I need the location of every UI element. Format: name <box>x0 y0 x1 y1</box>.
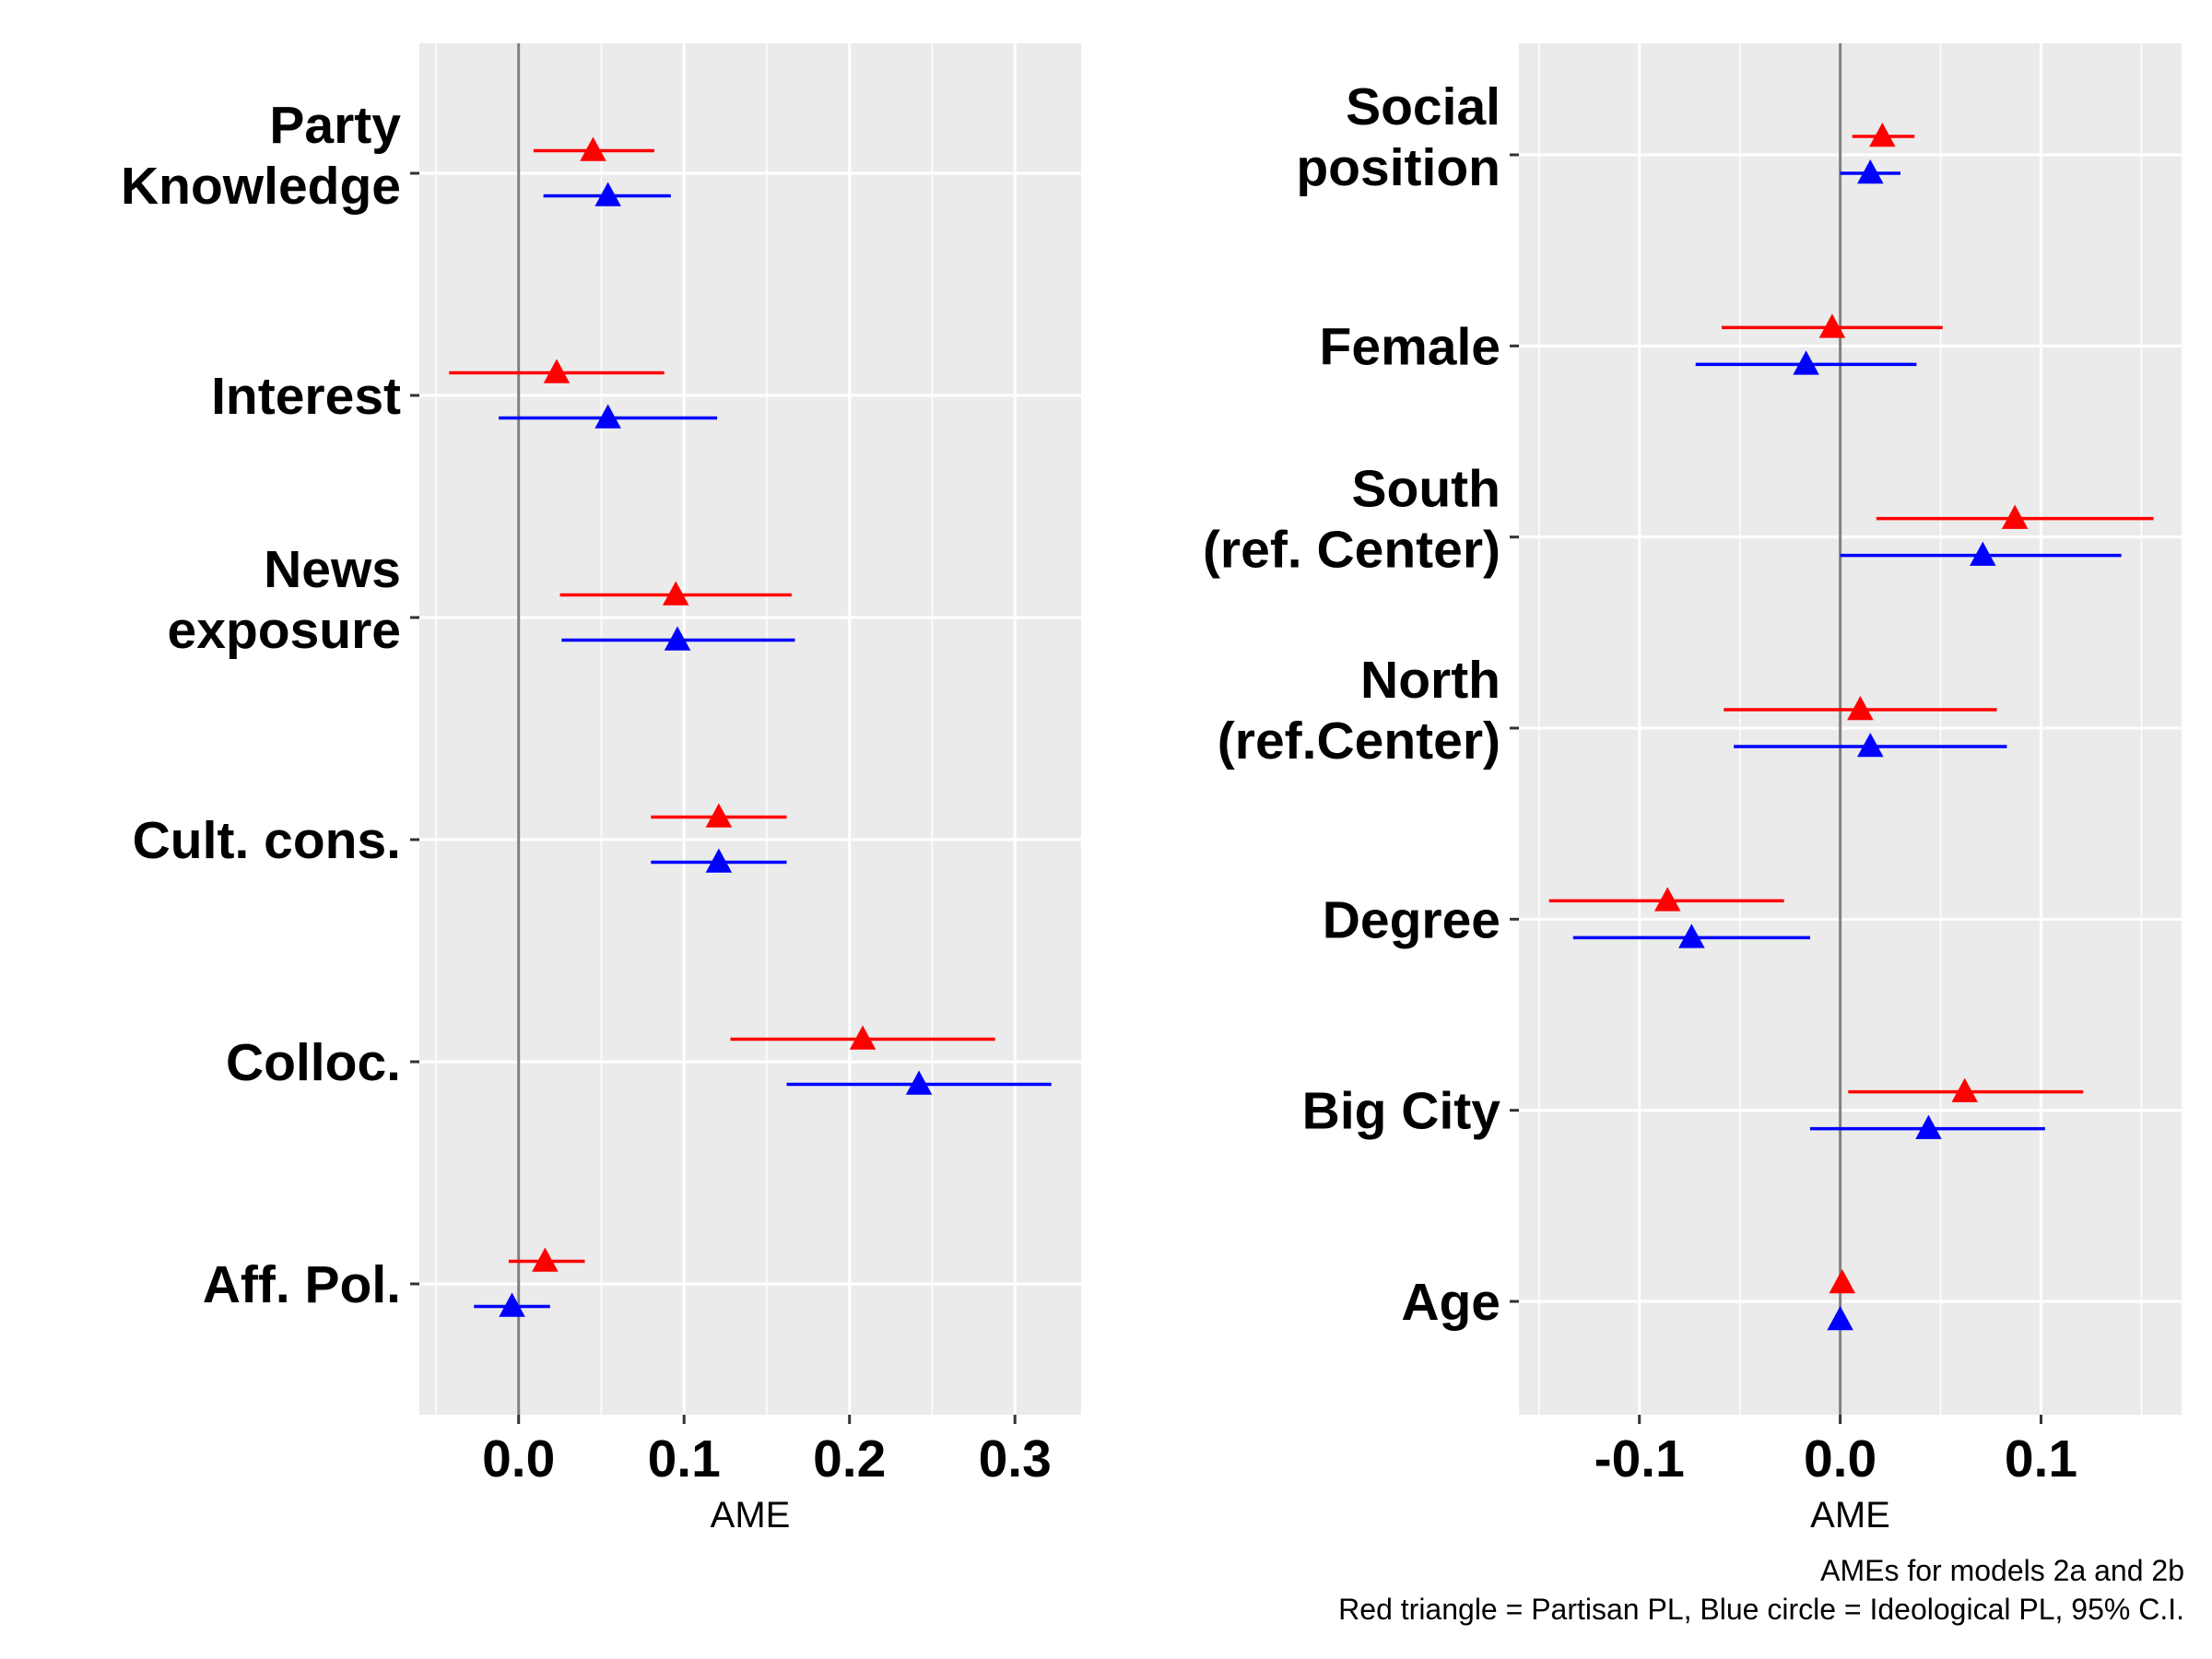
point-marker <box>1847 696 1874 721</box>
y-tick-label: News <box>264 540 401 599</box>
point-marker <box>1827 1306 1853 1331</box>
x-axis-title: AME <box>711 1495 791 1535</box>
point-marker <box>543 359 571 383</box>
point-marker <box>580 136 606 161</box>
point-marker <box>594 182 621 206</box>
y-tick-label: Interest <box>211 367 401 426</box>
point-marker <box>1653 887 1681 912</box>
point-marker <box>532 1247 559 1272</box>
x-tick-label: 0.3 <box>979 1430 1052 1488</box>
caption-line-1: AMEs for models 2a and 2b <box>1820 1554 2184 1587</box>
x-tick-label: -0.1 <box>1594 1430 1685 1488</box>
y-tick-label: South <box>1352 460 1500 519</box>
x-tick-label: 0.0 <box>482 1430 555 1488</box>
y-tick-label: Knowledge <box>121 157 401 216</box>
point-marker <box>1857 733 1884 758</box>
x-tick-label: 0.1 <box>2005 1430 2077 1488</box>
y-tick-label: Cult. cons. <box>133 811 401 870</box>
point-marker <box>499 1292 525 1317</box>
x-axis-title: AME <box>1810 1495 1890 1535</box>
y-tick-label: Party <box>269 96 401 155</box>
y-tick-label: (ref.Center) <box>1218 712 1500 771</box>
point-marker <box>705 803 733 828</box>
x-tick-label: 0.2 <box>813 1430 886 1488</box>
point-marker <box>1915 1114 1942 1139</box>
point-marker <box>905 1070 933 1095</box>
point-marker <box>1793 350 1819 375</box>
x-tick-label: 0.0 <box>1804 1430 1877 1488</box>
point-marker <box>662 581 689 606</box>
point-marker <box>1678 924 1705 948</box>
point-marker <box>1970 541 1996 566</box>
panel-background <box>419 43 1081 1415</box>
y-tick-label: Big City <box>1302 1082 1501 1141</box>
point-marker <box>1857 159 1884 184</box>
x-tick-label: 0.1 <box>648 1430 721 1488</box>
point-marker <box>664 626 691 651</box>
point-marker <box>705 848 733 873</box>
point-marker <box>2001 504 2029 529</box>
y-tick-label: Social <box>1346 77 1500 136</box>
point-marker <box>1818 313 1846 338</box>
point-marker <box>1951 1077 1978 1102</box>
point-marker <box>1829 1269 1856 1294</box>
y-tick-label: (ref. Center) <box>1203 521 1500 580</box>
point-marker <box>1869 123 1896 147</box>
y-tick-label: position <box>1296 138 1500 197</box>
y-tick-label: Colloc. <box>226 1033 401 1092</box>
y-tick-label: North <box>1360 651 1500 710</box>
y-tick-label: Age <box>1401 1273 1500 1332</box>
caption-line-2: Red triangle = Partisan PL, Blue circle … <box>1338 1593 2184 1626</box>
point-marker <box>849 1025 877 1050</box>
point-marker <box>594 404 621 429</box>
y-tick-label: exposure <box>168 601 401 660</box>
y-tick-label: Aff. Pol. <box>203 1255 401 1314</box>
y-tick-label: Female <box>1320 317 1500 376</box>
y-tick-label: Degree <box>1323 890 1500 949</box>
